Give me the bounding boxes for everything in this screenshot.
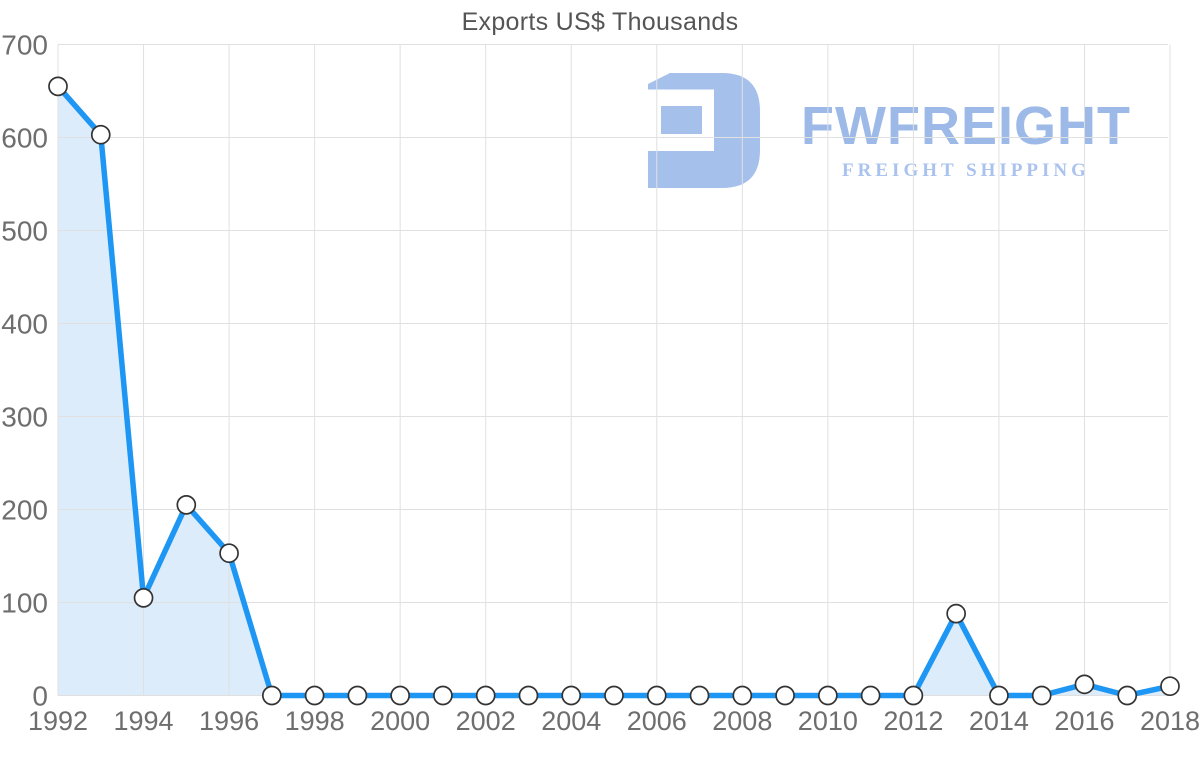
y-axis-tick-label: 100 xyxy=(1,588,48,619)
x-axis-tick-label: 2006 xyxy=(627,706,687,736)
data-point-marker-2007 xyxy=(689,685,710,706)
x-axis-tick-label: 2012 xyxy=(883,706,943,736)
data-point-marker-2008 xyxy=(732,685,753,706)
data-point-marker-1997 xyxy=(261,685,282,706)
y-axis-tick-label: 300 xyxy=(1,402,48,433)
data-point-marker-2009 xyxy=(775,685,795,706)
data-point-marker-1998 xyxy=(304,685,325,706)
x-axis-tick-label: 1996 xyxy=(199,706,259,736)
watermark-brand-text: FWFREIGHT xyxy=(801,96,1131,156)
x-axis-tick-label: 2002 xyxy=(456,706,516,736)
data-point-marker-2005 xyxy=(604,685,624,706)
data-point-marker-2016 xyxy=(1074,674,1095,695)
data-point-marker-1993 xyxy=(90,124,111,145)
x-axis-tick-label: 2000 xyxy=(370,706,430,736)
x-axis-tick-label: 2008 xyxy=(712,706,772,736)
data-point-marker-2014 xyxy=(989,685,1009,706)
data-point-marker-2017 xyxy=(1117,685,1138,706)
area-fill xyxy=(58,86,1170,696)
data-point-marker-2015 xyxy=(1031,685,1052,706)
data-point-marker-1994 xyxy=(133,587,154,608)
data-point-marker-2018 xyxy=(1160,676,1180,697)
brand-watermark: FWFREIGHT FREIGHT SHIPPING xyxy=(648,73,1157,188)
y-axis-tick-label: 400 xyxy=(1,309,48,340)
y-axis-tick-label: 600 xyxy=(1,123,48,154)
data-point-marker-2001 xyxy=(433,685,453,706)
x-axis-tick-label: 2016 xyxy=(1054,706,1114,736)
watermark-tagline-text: FREIGHT SHIPPING xyxy=(842,160,1090,181)
data-point-marker-1992 xyxy=(48,76,68,97)
data-point-marker-2006 xyxy=(646,685,667,706)
data-point-marker-2013 xyxy=(946,603,967,624)
data-point-marker-2003 xyxy=(518,685,539,706)
x-axis-tick-label: 1992 xyxy=(28,706,88,736)
y-axis-tick-label: 0 xyxy=(32,681,48,712)
data-point-marker-2011 xyxy=(860,685,881,706)
fwfreight-logo-icon xyxy=(648,73,760,188)
x-axis-tick-label: 1998 xyxy=(285,706,345,736)
data-point-marker-2004 xyxy=(561,685,582,706)
x-axis-tick-label: 2018 xyxy=(1140,706,1200,736)
data-point-marker-2000 xyxy=(390,685,411,706)
y-axis-tick-label: 700 xyxy=(1,30,48,61)
data-point-marker-1999 xyxy=(347,685,368,706)
data-point-marker-1995 xyxy=(176,495,197,515)
x-axis-tick-label: 2004 xyxy=(541,706,601,736)
watermark-text-block: FWFREIGHT FREIGHT SHIPPING xyxy=(775,73,1157,182)
y-axis-tick-label: 500 xyxy=(1,216,48,247)
data-point-marker-1996 xyxy=(219,543,239,564)
data-point-marker-2002 xyxy=(475,685,496,706)
data-point-marker-2010 xyxy=(817,685,838,706)
y-axis-tick-label: 200 xyxy=(1,495,48,526)
x-axis-tick-label: 2014 xyxy=(969,706,1029,736)
x-axis-tick-label: 2010 xyxy=(798,706,858,736)
data-point-marker-2012 xyxy=(903,685,924,706)
x-axis-tick-label: 1994 xyxy=(113,706,173,736)
